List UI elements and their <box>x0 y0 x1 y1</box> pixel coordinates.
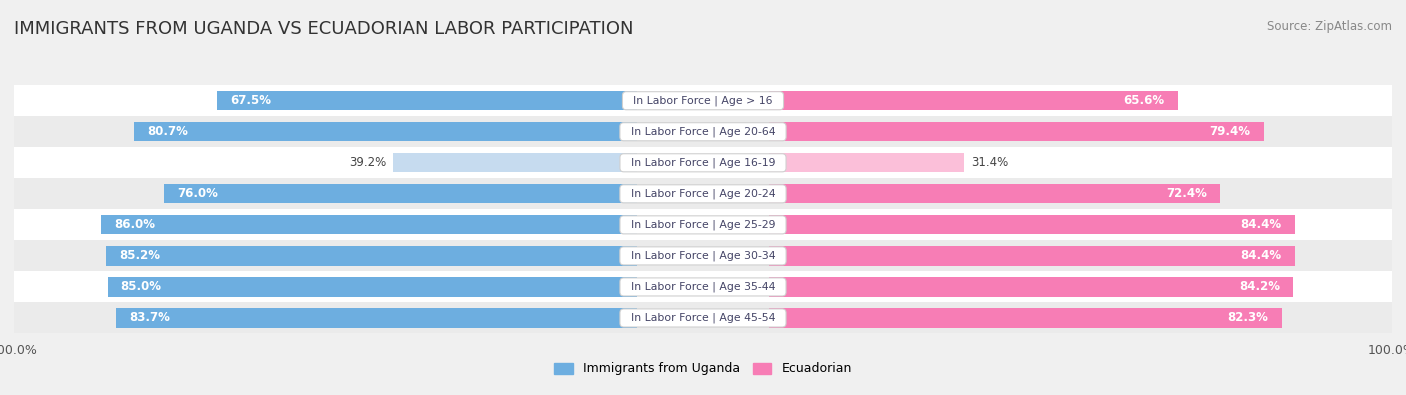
Text: 31.4%: 31.4% <box>972 156 1008 169</box>
Bar <box>14 303 1392 333</box>
Text: 83.7%: 83.7% <box>129 312 170 324</box>
Text: In Labor Force | Age 20-64: In Labor Force | Age 20-64 <box>624 126 782 137</box>
Bar <box>14 85 1392 116</box>
Bar <box>14 178 1392 209</box>
Bar <box>107 246 637 265</box>
Text: 85.2%: 85.2% <box>120 249 160 262</box>
Text: 72.4%: 72.4% <box>1166 187 1206 200</box>
Bar <box>14 116 1392 147</box>
Text: 85.0%: 85.0% <box>121 280 162 293</box>
Text: In Labor Force | Age 16-19: In Labor Force | Age 16-19 <box>624 158 782 168</box>
Bar <box>14 209 1392 241</box>
Text: 84.4%: 84.4% <box>1240 218 1282 231</box>
Text: In Labor Force | Age 20-24: In Labor Force | Age 20-24 <box>624 188 782 199</box>
Bar <box>108 277 637 297</box>
Bar <box>217 91 637 110</box>
Text: 80.7%: 80.7% <box>148 125 188 138</box>
Bar <box>769 153 965 172</box>
Bar <box>115 308 637 327</box>
Text: IMMIGRANTS FROM UGANDA VS ECUADORIAN LABOR PARTICIPATION: IMMIGRANTS FROM UGANDA VS ECUADORIAN LAB… <box>14 20 634 38</box>
Bar <box>769 308 1282 327</box>
Bar <box>163 184 637 203</box>
Text: 84.4%: 84.4% <box>1240 249 1282 262</box>
Bar <box>135 122 637 141</box>
Text: In Labor Force | Age 35-44: In Labor Force | Age 35-44 <box>624 282 782 292</box>
Text: 65.6%: 65.6% <box>1123 94 1164 107</box>
Bar <box>769 277 1294 297</box>
Text: In Labor Force | Age > 16: In Labor Force | Age > 16 <box>626 96 780 106</box>
Text: In Labor Force | Age 30-34: In Labor Force | Age 30-34 <box>624 251 782 261</box>
Bar <box>769 184 1220 203</box>
Text: In Labor Force | Age 25-29: In Labor Force | Age 25-29 <box>624 220 782 230</box>
Text: 82.3%: 82.3% <box>1227 312 1268 324</box>
Text: Source: ZipAtlas.com: Source: ZipAtlas.com <box>1267 20 1392 33</box>
Bar <box>769 215 1295 235</box>
Bar <box>14 241 1392 271</box>
Text: 76.0%: 76.0% <box>177 187 218 200</box>
Bar <box>769 246 1295 265</box>
Legend: Immigrants from Uganda, Ecuadorian: Immigrants from Uganda, Ecuadorian <box>550 357 856 380</box>
Text: 67.5%: 67.5% <box>229 94 271 107</box>
Text: 39.2%: 39.2% <box>349 156 387 169</box>
Bar <box>14 147 1392 178</box>
Text: 84.2%: 84.2% <box>1239 280 1281 293</box>
Bar <box>14 271 1392 303</box>
Bar <box>101 215 637 235</box>
Text: In Labor Force | Age 45-54: In Labor Force | Age 45-54 <box>624 313 782 323</box>
Text: 79.4%: 79.4% <box>1209 125 1250 138</box>
Bar <box>394 153 637 172</box>
Bar <box>769 91 1177 110</box>
Text: 86.0%: 86.0% <box>114 218 156 231</box>
Bar <box>769 122 1264 141</box>
